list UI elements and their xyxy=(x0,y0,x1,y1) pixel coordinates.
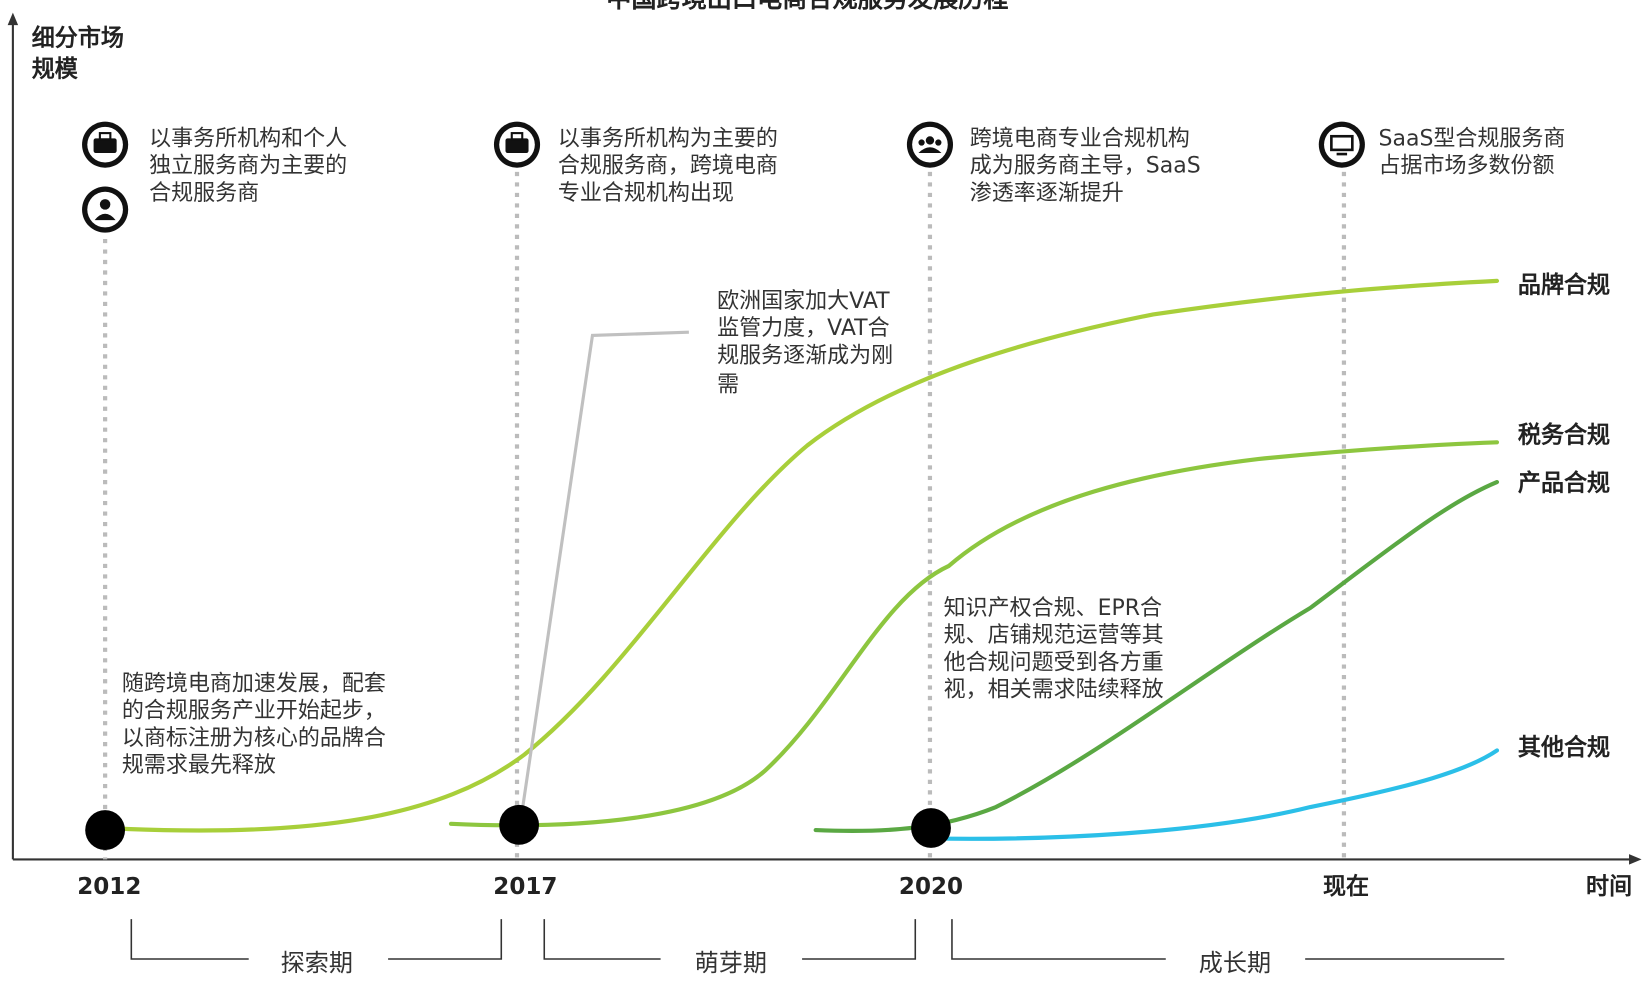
curve-tax xyxy=(448,440,1500,828)
milestone-text: 合规服务商 xyxy=(149,181,259,206)
stage-label: 成长期 xyxy=(1199,949,1271,977)
icon-monitor xyxy=(1318,121,1365,168)
stage-bracket xyxy=(802,919,917,960)
milestone-text: 跨境电商专业合规机构 xyxy=(970,126,1190,151)
curve-label: 其他合规 xyxy=(1518,734,1610,761)
stage-bracket xyxy=(388,919,503,960)
title: 中国跨境出口电商合规服务发展历程 xyxy=(606,0,1008,13)
icon-group xyxy=(906,121,954,168)
annotation-text: 视，相关需求陆续释放 xyxy=(944,678,1164,703)
callout-line xyxy=(519,330,689,818)
curve-brand xyxy=(103,278,1500,833)
dot xyxy=(911,808,951,848)
milestone-text: 以事务所机构和个人 xyxy=(149,126,347,151)
annotation-text: 以商标注册为核心的品牌合 xyxy=(122,726,386,751)
icon-briefcase xyxy=(82,121,129,168)
stage-label: 萌芽期 xyxy=(695,949,767,977)
icon-person xyxy=(82,186,129,233)
x-axis-label: 时间 xyxy=(1586,874,1632,900)
milestone-text: 渗透率逐渐提升 xyxy=(970,181,1124,206)
milestone-text: 成为服务商主导，SaaS xyxy=(970,154,1201,179)
curve-label: 税务合规 xyxy=(1518,422,1610,449)
annotation-text: 的合规服务产业开始起步， xyxy=(122,699,386,724)
dot xyxy=(499,804,540,845)
annotation-text: 规、店铺规范运营等其 xyxy=(944,623,1164,648)
x-arrow xyxy=(1629,854,1642,865)
milestone-text: 占据市场多数份额 xyxy=(1379,154,1555,179)
year-label: 2020 xyxy=(899,874,963,900)
y-axis-label: 细分市场 xyxy=(32,24,124,51)
y-arrow xyxy=(7,12,19,26)
curve-other xyxy=(927,748,1500,841)
milestone-text: 独立服务商为主要的 xyxy=(149,154,347,179)
curve-label: 产品合规 xyxy=(1518,470,1610,497)
annotation-text: 需 xyxy=(717,373,739,398)
annotation-text: 他合规问题受到各方重 xyxy=(944,650,1164,675)
annotation-text: 欧洲国家加大VAT xyxy=(717,289,890,314)
annotation-text: 随跨境电商加速发展，配套 xyxy=(122,671,386,696)
milestone-text: 以事务所机构为主要的 xyxy=(558,126,778,151)
annotation-text: 规服务逐渐成为刚 xyxy=(717,343,893,368)
year-label: 现在 xyxy=(1323,873,1369,900)
stage-bracket xyxy=(543,919,661,960)
milestone-text: 合规服务商，跨境电商 xyxy=(558,154,778,179)
annotation: 随跨境电商加速发展，配套 的合规服务产业开始起步， 以商标注册为核心的品牌合 规… xyxy=(122,289,1164,778)
milestone-text: SaaS型合规服务商 xyxy=(1379,126,1566,151)
annotation-text: 监管力度，VAT合 xyxy=(717,316,889,341)
stage-bracket xyxy=(130,919,249,960)
y-axis-label: 规模 xyxy=(32,57,79,83)
icon-briefcase xyxy=(493,121,541,168)
stage-label: 探索期 xyxy=(281,949,353,977)
milestone: 以事务所机构和个人 独立服务商为主要的 合规服务商 以事务所机构为主要的 合规服… xyxy=(149,126,1565,206)
stage-bracket xyxy=(951,919,1166,960)
year-label: 2017 xyxy=(493,874,557,900)
curve-label: 品牌合规 xyxy=(1518,272,1610,299)
milestone-text: 专业合规机构出现 xyxy=(558,181,734,206)
annotation-text: 规需求最先释放 xyxy=(122,753,276,778)
dot xyxy=(85,810,126,850)
year-label: 2012 xyxy=(77,874,141,900)
annotation-text: 知识产权合规、EPR合 xyxy=(944,596,1162,621)
